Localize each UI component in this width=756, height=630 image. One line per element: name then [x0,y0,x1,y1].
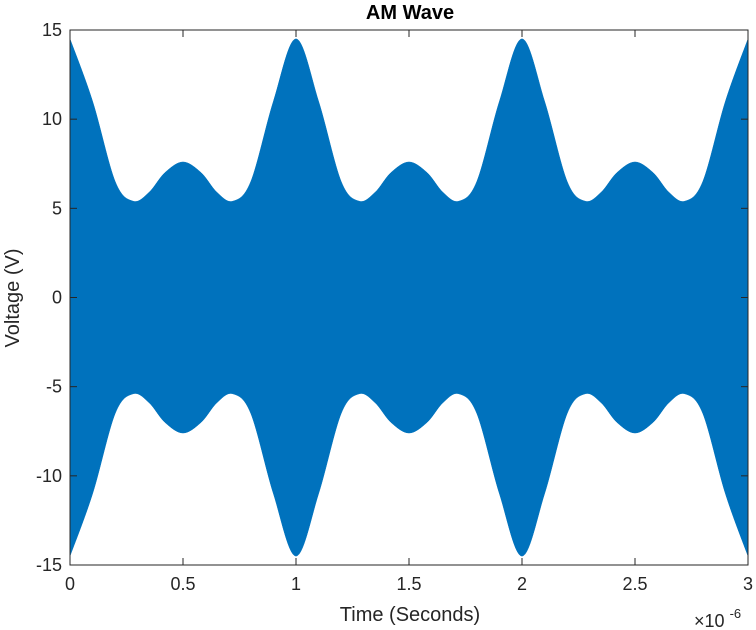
y-tick-label: -15 [36,555,62,575]
x-axis-exponent-power: -6 [730,606,742,621]
y-tick-label: 0 [52,288,62,308]
x-tick-label: 3 [743,574,753,594]
x-tick-label: 0.5 [170,574,195,594]
chart-title: AM Wave [366,2,454,24]
plot-area [69,38,749,557]
y-tick-label: -5 [46,377,62,397]
axes [69,29,749,566]
x-tick-label: 1.5 [396,574,421,594]
x-tick-label: 1 [291,574,301,594]
x-tick-label: 2 [517,574,527,594]
x-tick-label: 0 [65,574,75,594]
x-tick-label: 2.5 [622,574,647,594]
y-tick-label: 15 [42,20,62,40]
y-tick-label: 5 [52,198,62,218]
y-axis-label: Voltage (V) [2,249,24,348]
tick-labels: 0 0.5 1 1.5 2 2.5 3 -15 -10 -5 0 5 10 15 [36,20,753,594]
x-axis-exponent-base: ×10 [694,611,725,630]
x-axis-exponent: ×10 -6 [694,606,741,630]
y-tick-label: -10 [36,466,62,486]
x-axis-label: Time (Seconds) [340,604,480,626]
y-tick-label: 10 [42,109,62,129]
am-wave-series-fill [69,38,749,557]
